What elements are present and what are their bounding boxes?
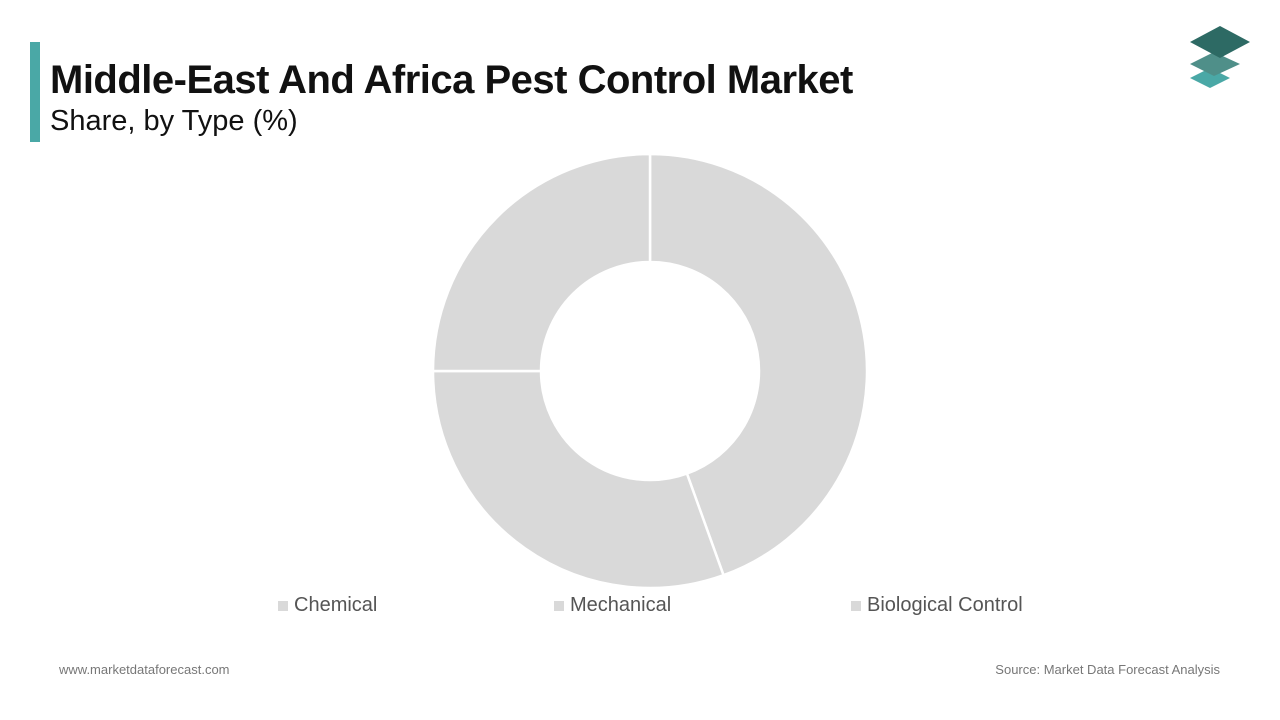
title-accent-bar	[30, 42, 40, 142]
stacked-layers-logo-icon	[1190, 26, 1250, 88]
logo-layer-middle	[1190, 52, 1240, 76]
legend-swatch-chemical	[278, 600, 288, 611]
website-url[interactable]: www.marketdataforecast.com	[59, 662, 230, 677]
legend-item-biological-control: Biological Control	[851, 594, 1023, 617]
logo-layer-top	[1190, 26, 1250, 58]
chart-title: Middle-East And Africa Pest Control Mark…	[50, 58, 853, 102]
legend-label-biological-control: Biological Control	[867, 594, 1023, 616]
donut-slice-mechanical	[431, 369, 726, 590]
donut-slice-chemical	[648, 152, 869, 577]
donut-chart	[431, 152, 869, 590]
legend-item-chemical: Chemical	[278, 594, 377, 617]
legend-swatch-mechanical	[554, 600, 564, 611]
donut-slice-biological-control	[431, 152, 652, 373]
source-note: Source: Market Data Forecast Analysis	[995, 662, 1220, 677]
chart-subtitle: Share, by Type (%)	[50, 105, 298, 137]
legend-label-mechanical: Mechanical	[570, 594, 672, 616]
chart-legend: Chemical Mechanical Biological Control	[0, 594, 1280, 620]
legend-label-chemical: Chemical	[294, 594, 378, 616]
legend-swatch-biological-control	[851, 600, 861, 611]
legend-item-mechanical: Mechanical	[554, 594, 671, 617]
